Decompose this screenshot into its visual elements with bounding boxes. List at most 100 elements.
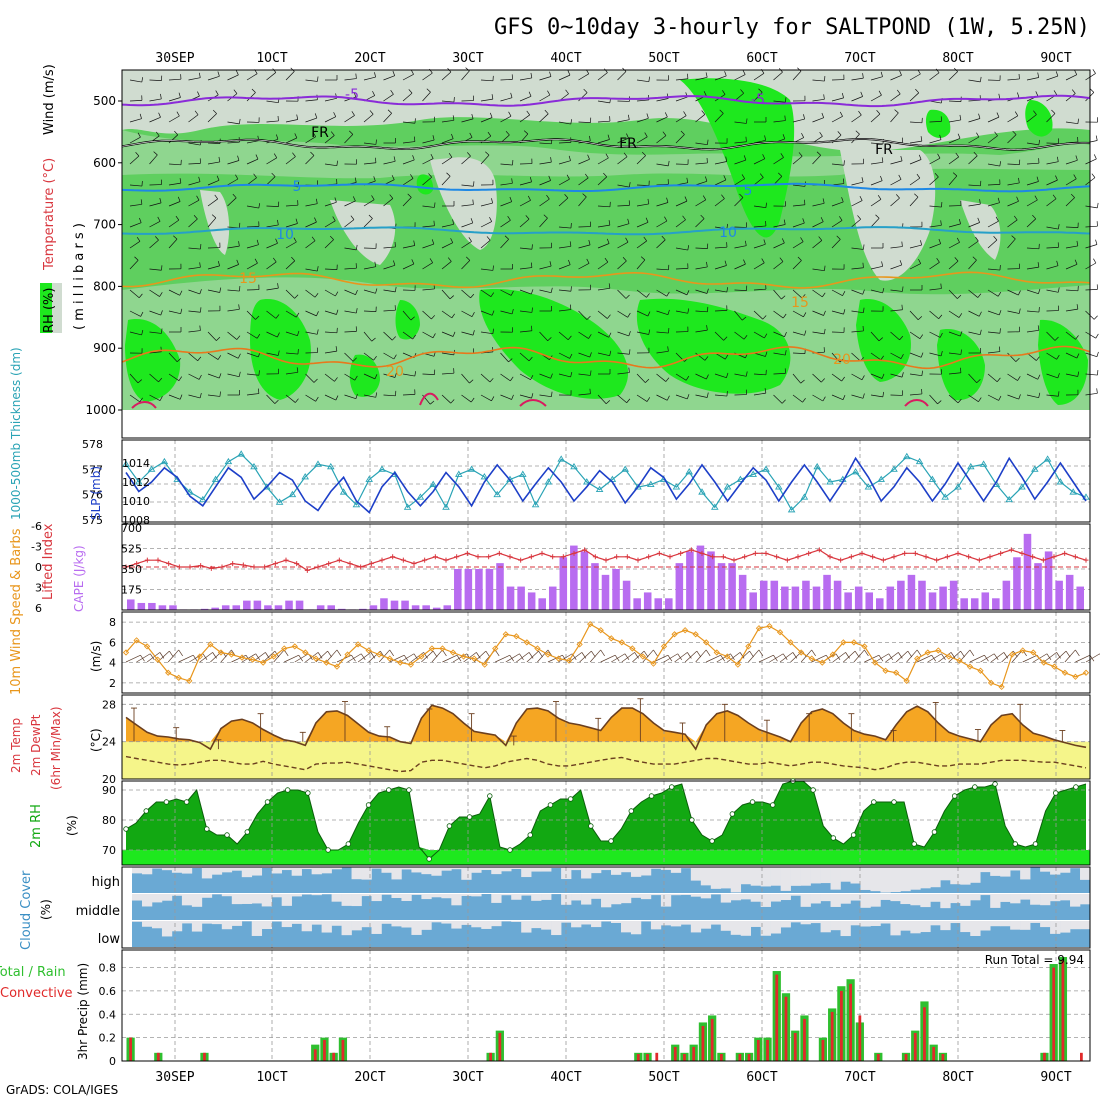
wind-barb-flag: [765, 351, 768, 357]
wind-barb-flag: [508, 111, 512, 117]
wind-barb-flag: [273, 153, 278, 158]
wind-barb: [597, 243, 610, 249]
wind-barb-flag: [371, 195, 375, 200]
cloud-clear-segment: [351, 867, 362, 880]
rh-point: [911, 841, 917, 847]
wind-barb: [1026, 266, 1039, 270]
lifted-index-point: [176, 564, 182, 570]
wind-barb-flag: [1011, 235, 1016, 240]
wind-barb-flag: [352, 196, 356, 202]
wind-barb-flag: [214, 194, 218, 200]
wind-barb-flag: [548, 175, 551, 181]
wind-barb: [968, 289, 979, 298]
wind-speed-point: [165, 669, 172, 676]
wind-barb: [773, 242, 785, 249]
wind-barb: [500, 373, 511, 382]
cloud-clear-segment: [491, 894, 502, 903]
wind-barb: [617, 241, 629, 249]
wind-barb: [558, 121, 571, 125]
precip-convective-bar: [766, 1039, 769, 1061]
wind-barb-flag: [568, 155, 571, 161]
wind-barb-flag: [661, 235, 666, 241]
wind-barb-flag: [451, 133, 454, 139]
wind-barb: [305, 310, 317, 317]
wind-barb-flag: [238, 371, 241, 377]
wind-barb-flag: [1013, 650, 1018, 658]
wind-barb-flag: [550, 373, 553, 379]
wind-barb: [578, 196, 587, 207]
wind-barb-flag: [179, 290, 183, 296]
wind-barb: [441, 310, 453, 319]
wind-barb-flag: [485, 650, 491, 658]
wind-barb-flag: [862, 262, 864, 268]
wind-barb-flag: [960, 367, 962, 373]
wind-barb-flag: [519, 653, 524, 660]
wind-barb-flag: [900, 155, 903, 161]
cloud-axis-label: Cloud Cover: [19, 870, 34, 950]
pressure-axis-label: ( m i l l i b a r s ): [72, 223, 87, 330]
wind-tick-label: 6: [109, 636, 116, 649]
wind-barb: [383, 160, 396, 165]
cloud-clear-segment: [341, 921, 352, 936]
wind-barb: [890, 160, 903, 165]
wind-barb: [968, 203, 981, 207]
wind-barb-flag: [258, 203, 261, 209]
wind-barb: [675, 373, 687, 381]
wind-speed-point: [713, 649, 720, 656]
wind-barb: [987, 202, 1000, 207]
wind-barb: [812, 268, 825, 272]
wind-barb: [948, 175, 958, 186]
wind-barb-flag: [627, 312, 631, 318]
cloud-clear-segment: [261, 921, 273, 930]
wind-barb: [480, 154, 490, 165]
wind-barb: [207, 179, 220, 186]
wind-barb: [968, 99, 981, 102]
wind-barb-flag: [137, 132, 141, 138]
wind-barb-flag: [179, 394, 183, 400]
wind-barb: [792, 373, 801, 384]
thickness-point: [455, 470, 463, 477]
wind-barb: [1085, 158, 1097, 165]
cloud-clear-segment: [132, 867, 143, 874]
wind-barb-flag: [372, 90, 376, 96]
wind-barb: [675, 96, 688, 102]
wind-barb: [480, 331, 493, 335]
wind-barb-flag: [819, 131, 823, 137]
wind-barb-flag: [138, 293, 143, 298]
wind-speed-point: [966, 663, 974, 670]
wind-barb-flag: [291, 256, 296, 262]
wind-speed-point: [186, 677, 193, 684]
cloud-clear-segment: [401, 867, 412, 870]
cloud-clear-segment: [690, 894, 702, 897]
wind-barb-flag: [169, 650, 174, 658]
wind-barb-flag: [356, 244, 358, 250]
wind-barb: [656, 268, 669, 271]
wind-barb-flag: [530, 262, 533, 268]
wind-speed-point: [998, 683, 1005, 691]
slp-tick-label: 1012: [122, 476, 150, 489]
wind-barb-flag: [782, 313, 787, 319]
wind-speed-point: [217, 649, 225, 656]
cloud-clear-segment: [441, 867, 452, 871]
rh-point: [749, 799, 756, 805]
wind-barb: [929, 205, 942, 208]
wind-barb-flag: [353, 92, 357, 98]
wind-barb: [539, 217, 548, 228]
wind-barb: [363, 142, 376, 145]
wind-barb: [790, 650, 803, 663]
wind-barb: [632, 650, 645, 663]
lifted-index-point: [592, 554, 598, 560]
cape-bar: [432, 607, 441, 610]
wind-barb: [617, 137, 629, 144]
lifted-index-point: [688, 547, 694, 553]
wind-barb: [363, 76, 376, 81]
rh-saturated-area: [925, 109, 951, 138]
wind-barb-flag: [176, 111, 180, 117]
rh-point: [972, 784, 978, 790]
wind-barb: [149, 394, 161, 401]
wind-barb-flag: [586, 315, 591, 320]
lifted-index-point: [816, 547, 822, 553]
contour-label: 5: [744, 183, 753, 199]
wind-speed-point: [892, 669, 900, 676]
wind-barb-flag: [724, 71, 727, 77]
